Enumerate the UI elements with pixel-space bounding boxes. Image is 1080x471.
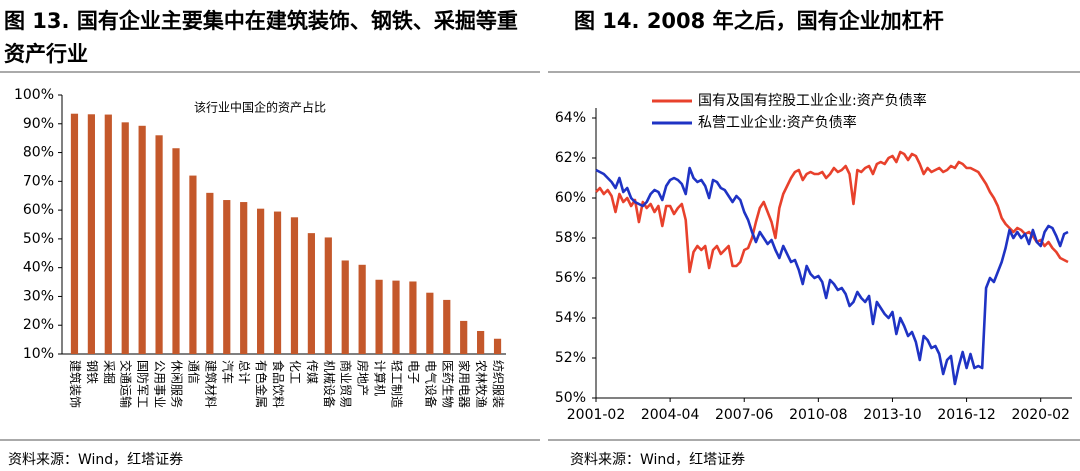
x-tick-label: 有色金属 xyxy=(254,360,269,408)
x-tick-label: 建筑装饰 xyxy=(68,360,83,408)
x-tick-label: 2007-06 xyxy=(715,407,774,423)
bar xyxy=(155,135,163,354)
bar xyxy=(324,237,332,354)
y-tick-label: 90% xyxy=(23,116,54,132)
legend-label: 私营工业企业:资产负债率 xyxy=(698,114,857,131)
x-tick-label: 计算机 xyxy=(373,360,388,396)
x-tick-label: 2001-02 xyxy=(567,407,626,423)
x-tick-label: 采掘 xyxy=(102,360,117,384)
bar xyxy=(138,125,146,354)
bar xyxy=(460,320,468,354)
y-tick-label: 70% xyxy=(23,173,54,189)
bar xyxy=(409,281,417,354)
x-tick-label: 2020-02 xyxy=(1011,407,1070,423)
x-tick-label: 休闲服务 xyxy=(170,360,185,408)
bar xyxy=(443,299,451,354)
bar xyxy=(257,208,265,354)
y-tick-label: 62% xyxy=(555,150,586,166)
x-tick-label: 国防军工 xyxy=(136,360,151,408)
x-tick-label: 医药生物 xyxy=(440,360,454,408)
x-tick-label: 商业贸易 xyxy=(339,360,354,408)
x-tick-label: 化工 xyxy=(288,360,302,384)
x-tick-label: 电气设备 xyxy=(423,360,438,408)
bar xyxy=(206,192,214,354)
series-line xyxy=(595,166,1069,386)
y-tick-label: 56% xyxy=(555,270,586,286)
bar xyxy=(392,280,400,354)
bar xyxy=(70,113,79,354)
y-tick-label: 52% xyxy=(555,350,586,366)
x-tick-label: 纺织服装 xyxy=(491,360,505,408)
bar xyxy=(341,260,349,354)
y-tick-label: 20% xyxy=(23,317,54,333)
x-tick-label: 交通运输 xyxy=(119,360,134,408)
x-tick-label: 钢铁 xyxy=(85,360,99,384)
x-tick-label: 汽车 xyxy=(220,360,235,384)
bar xyxy=(223,200,231,354)
x-tick-label: 传媒 xyxy=(305,360,320,384)
bar xyxy=(172,148,180,354)
x-tick-label: 2013-10 xyxy=(863,407,922,423)
legend-label: 国有及国有控股工业企业:资产负债率 xyxy=(698,92,927,109)
source-note: 资料来源：Wind，红塔证券 xyxy=(570,452,745,468)
y-tick-label: 54% xyxy=(555,310,586,326)
bar xyxy=(290,217,299,354)
x-tick-label: 房地产 xyxy=(356,360,371,396)
y-tick-label: 100% xyxy=(14,87,54,103)
y-tick-label: 60% xyxy=(555,190,586,206)
bar xyxy=(477,330,485,354)
annotation: 该行业中国企的资产占比 xyxy=(194,100,326,115)
y-tick-label: 64% xyxy=(555,110,586,126)
x-tick-label: 农林牧渔 xyxy=(474,360,488,408)
x-tick-label: 机械设备 xyxy=(322,360,337,408)
y-tick-label: 50% xyxy=(23,231,54,247)
x-tick-label: 电子 xyxy=(406,360,420,384)
bar xyxy=(273,211,282,354)
x-tick-label: 2010-08 xyxy=(789,407,848,423)
bar xyxy=(493,338,502,354)
y-tick-label: 30% xyxy=(23,288,54,304)
x-tick-label: 建筑材料 xyxy=(203,360,218,408)
x-tick-label: 食品饮料 xyxy=(271,360,286,408)
bar xyxy=(426,292,434,354)
bar xyxy=(189,175,197,354)
bar xyxy=(121,122,129,354)
x-tick-label: 公用事业 xyxy=(153,360,167,408)
source-note: 资料来源：Wind，红塔证券 xyxy=(8,452,183,468)
x-tick-label: 2004-04 xyxy=(641,407,700,423)
y-tick-label: 58% xyxy=(555,230,586,246)
x-tick-label: 轻工制造 xyxy=(390,360,404,408)
x-tick-label: 通信 xyxy=(186,360,200,384)
bar xyxy=(240,202,248,354)
chart-title: 图 13. 国有企业主要集中在建筑装饰、钢铁、采掘等重资产行业 xyxy=(4,9,518,66)
y-tick-label: 60% xyxy=(23,202,54,218)
x-tick-label: 家用电器 xyxy=(457,360,472,408)
y-tick-label: 10% xyxy=(23,346,54,362)
bar xyxy=(104,114,112,355)
bar xyxy=(87,114,95,354)
bar xyxy=(358,264,366,354)
chart-title: 图 14. 2008 年之后，国有企业加杠杆 xyxy=(574,9,944,33)
y-tick-label: 40% xyxy=(23,260,54,276)
bar xyxy=(375,279,383,354)
x-tick-label: 2016-12 xyxy=(937,407,996,423)
bar xyxy=(307,233,315,354)
y-tick-label: 80% xyxy=(23,145,54,161)
x-tick-label: 总计 xyxy=(237,360,251,384)
series-line xyxy=(595,150,1069,274)
y-tick-label: 50% xyxy=(555,390,586,406)
